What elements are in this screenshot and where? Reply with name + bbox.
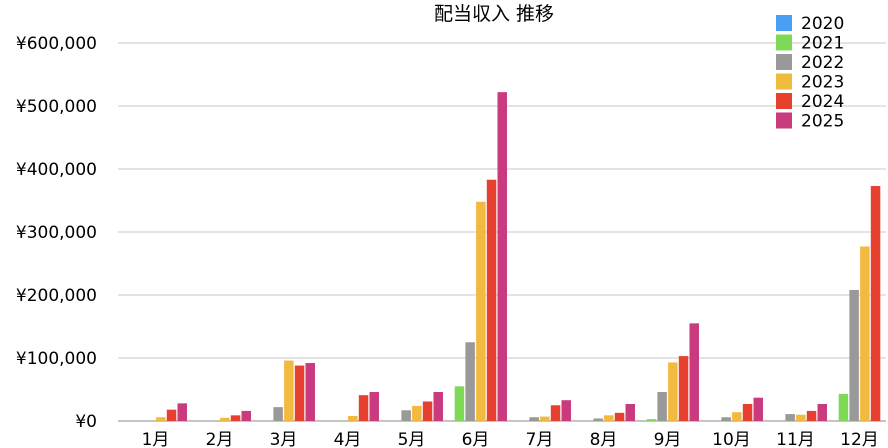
legend-swatch (776, 73, 792, 90)
x-tick-label: 10月 (712, 430, 751, 448)
chart-title: 配当収入 推移 (434, 3, 554, 25)
bar (561, 400, 571, 421)
x-tick-label: 6月 (462, 430, 490, 448)
x-tick-label: 11月 (776, 430, 815, 448)
x-tick-label: 9月 (654, 430, 682, 448)
bar (870, 186, 881, 421)
x-tick-label: 4月 (334, 430, 362, 448)
x-tick-label: 1月 (142, 430, 170, 448)
bar (497, 92, 507, 421)
bar (550, 405, 561, 421)
bar (806, 410, 817, 421)
y-tick-label: ¥600,000 (16, 34, 97, 54)
x-tick-label: 5月 (398, 430, 426, 448)
y-tick-label: ¥300,000 (16, 223, 97, 243)
x-tick-label: 8月 (590, 430, 618, 448)
bar (294, 365, 305, 421)
bar (785, 414, 795, 421)
bar (454, 386, 465, 421)
legend-swatch (776, 112, 792, 129)
bar (646, 419, 657, 421)
bar (348, 415, 358, 421)
y-tick-label: ¥0 (75, 412, 97, 432)
legend-label: 2021 (801, 34, 844, 54)
bar (849, 289, 859, 421)
bar (860, 246, 870, 421)
legend-label: 2023 (801, 73, 844, 93)
legend-label: 2025 (801, 112, 844, 132)
bar (220, 417, 230, 421)
bar (369, 392, 379, 421)
bars (156, 92, 881, 421)
x-tick-label: 12月 (840, 430, 879, 448)
bar (241, 410, 251, 421)
legend-swatch (776, 15, 792, 31)
y-tick-label: ¥400,000 (16, 160, 97, 180)
bar (486, 179, 497, 421)
legend-label: 2024 (801, 92, 844, 112)
bar (422, 401, 433, 421)
bar (529, 417, 539, 421)
y-tick-label: ¥500,000 (16, 97, 97, 117)
legend-swatch (776, 93, 792, 109)
legend-label: 2020 (801, 14, 844, 34)
bar (273, 407, 283, 421)
bar (604, 415, 614, 421)
bar (412, 405, 422, 421)
bar (230, 415, 241, 421)
bar (732, 412, 742, 421)
x-tick-label: 3月 (270, 430, 298, 448)
bar (625, 403, 635, 421)
bar (156, 417, 166, 421)
bar (689, 323, 699, 421)
bar (166, 409, 177, 421)
x-tick-label: 7月 (526, 430, 554, 448)
bar (305, 363, 315, 421)
bar (465, 342, 475, 421)
bar (433, 392, 443, 421)
bar (476, 201, 486, 421)
bar (678, 356, 689, 421)
bar (358, 395, 369, 421)
y-axis: ¥0 ¥100,000 ¥200,000 ¥300,000 ¥400,000 ¥500,0… (16, 34, 97, 432)
x-axis: 1月 2月 3月 4月 5月 6月 7月 8月 9月 10月 11月 12月 (142, 430, 879, 448)
legend-swatch (776, 34, 792, 51)
bar (796, 414, 806, 421)
x-tick-label: 2月 (206, 430, 234, 448)
bar (401, 410, 411, 421)
legend-label: 2022 (801, 53, 844, 73)
bar (817, 403, 827, 421)
bar (284, 360, 294, 421)
bar (721, 417, 731, 421)
y-tick-label: ¥100,000 (16, 349, 97, 369)
bar (668, 362, 678, 421)
bar (657, 392, 667, 421)
bar (593, 418, 603, 421)
bar (177, 403, 187, 421)
bar (614, 412, 625, 421)
legend-swatch (776, 54, 792, 70)
bar (540, 416, 550, 421)
bar (838, 393, 849, 421)
y-tick-label: ¥200,000 (16, 286, 97, 306)
bar (742, 403, 753, 421)
bar (753, 397, 763, 421)
